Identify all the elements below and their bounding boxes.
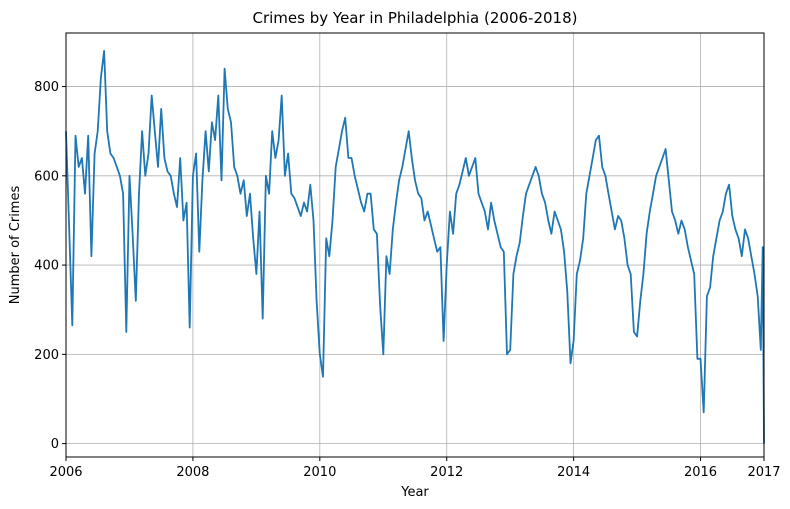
y-tick-label: 200 xyxy=(34,348,59,363)
y-tick-label: 600 xyxy=(34,169,59,184)
chart-title: Crimes by Year in Philadelphia (2006-201… xyxy=(253,9,578,27)
x-axis: 2006 2008 2010 2012 2014 2016 2017 xyxy=(49,457,781,480)
grid-group xyxy=(66,33,764,457)
plot-frame xyxy=(65,32,765,458)
y-axis-title: Number of Crimes xyxy=(8,186,23,305)
x-tick-label: 2010 xyxy=(303,465,336,480)
x-tick-label: 2017 xyxy=(747,465,780,480)
y-tick-label: 400 xyxy=(34,259,59,274)
x-tick-label: 2006 xyxy=(49,465,82,480)
x-tick-label: 2008 xyxy=(176,465,209,480)
series-line xyxy=(65,50,765,444)
y-tick-label: 0 xyxy=(51,437,59,452)
x-tick-label: 2012 xyxy=(430,465,463,480)
x-tick-label: 2014 xyxy=(557,465,590,480)
y-axis: 0 200 400 600 800 xyxy=(34,80,66,452)
plot-line-group xyxy=(65,50,765,444)
x-tick-label: 2016 xyxy=(684,465,717,480)
y-tick-label: 800 xyxy=(34,80,59,95)
x-axis-title: Year xyxy=(400,485,429,500)
